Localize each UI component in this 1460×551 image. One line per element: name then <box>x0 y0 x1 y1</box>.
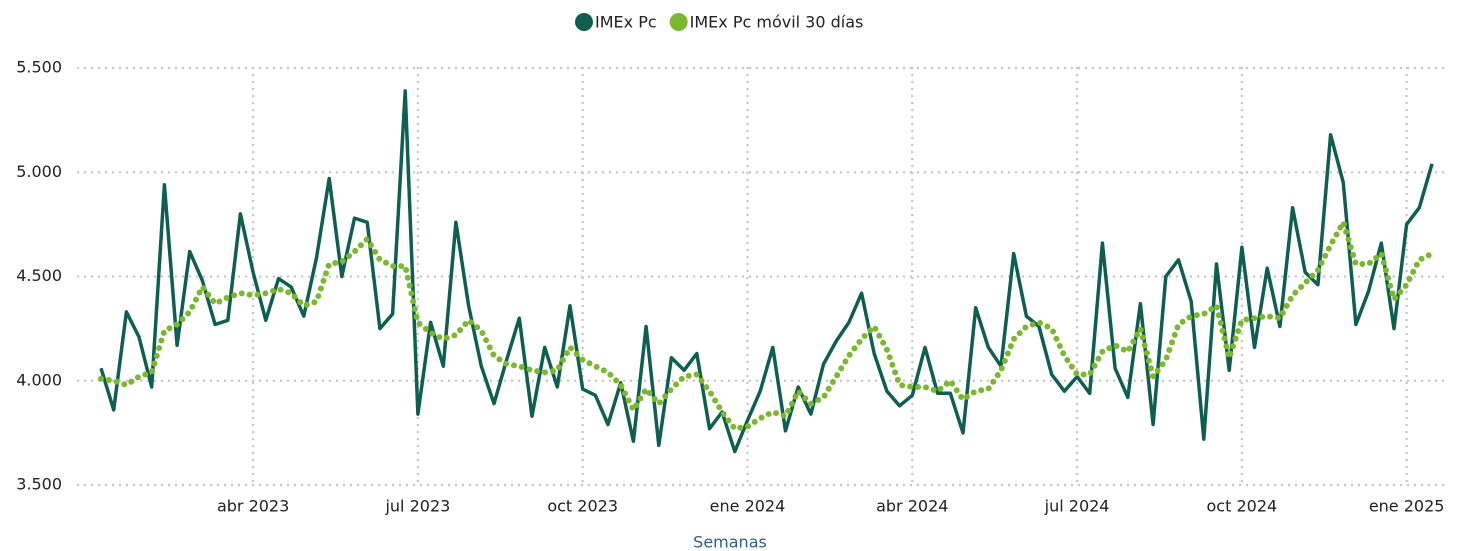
x-tick-label: abr 2023 <box>217 497 289 516</box>
x-tick-label: ene 2025 <box>1369 497 1445 516</box>
series-line <box>98 219 1435 432</box>
x-tick-label: jul 2024 <box>1044 497 1110 516</box>
y-tick-label: 4.000 <box>16 370 62 389</box>
x-tick-label: ene 2024 <box>710 497 786 516</box>
legend-label: IMEx Pc <box>595 13 657 32</box>
x-axis-title: Semanas <box>693 533 767 551</box>
legend-label: IMEx Pc móvil 30 días <box>690 13 864 32</box>
legend-marker <box>669 13 688 31</box>
x-tick-label: jul 2023 <box>384 497 450 516</box>
y-tick-label: 5.500 <box>16 58 62 77</box>
y-tick-label: 4.500 <box>16 266 62 285</box>
x-tick-label: oct 2024 <box>1207 497 1278 516</box>
series-line <box>99 89 1434 454</box>
x-tick-label: abr 2024 <box>876 497 948 516</box>
y-tick-label: 3.500 <box>16 475 62 494</box>
y-tick-label: 5.000 <box>16 162 62 181</box>
x-tick-label: oct 2023 <box>547 497 618 516</box>
legend-marker <box>575 13 593 31</box>
